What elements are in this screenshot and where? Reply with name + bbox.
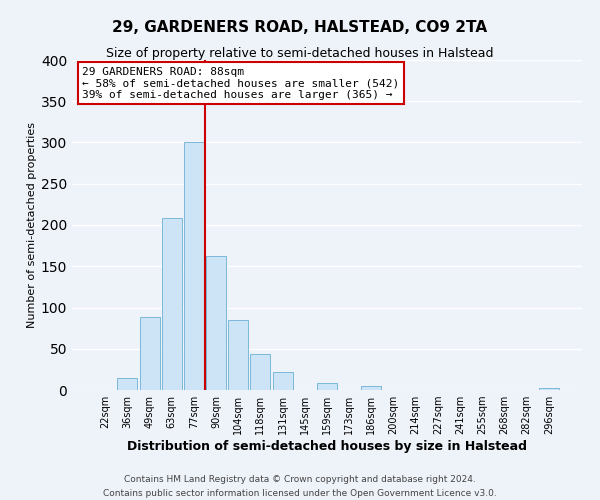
Bar: [272, 372, 293, 390]
Bar: [228, 320, 248, 390]
Bar: [361, 386, 382, 390]
Text: Contains HM Land Registry data © Crown copyright and database right 2024.
Contai: Contains HM Land Registry data © Crown c…: [103, 476, 497, 498]
Bar: [539, 388, 559, 390]
Bar: [250, 354, 271, 390]
Y-axis label: Number of semi-detached properties: Number of semi-detached properties: [26, 122, 37, 328]
X-axis label: Distribution of semi-detached houses by size in Halstead: Distribution of semi-detached houses by …: [127, 440, 527, 453]
Text: 29 GARDENERS ROAD: 88sqm
← 58% of semi-detached houses are smaller (542)
39% of : 29 GARDENERS ROAD: 88sqm ← 58% of semi-d…: [82, 66, 400, 100]
Bar: [184, 142, 204, 390]
Bar: [206, 256, 226, 390]
Bar: [162, 218, 182, 390]
Bar: [140, 318, 160, 390]
Text: Size of property relative to semi-detached houses in Halstead: Size of property relative to semi-detach…: [106, 48, 494, 60]
Bar: [317, 384, 337, 390]
Bar: [118, 378, 137, 390]
Text: 29, GARDENERS ROAD, HALSTEAD, CO9 2TA: 29, GARDENERS ROAD, HALSTEAD, CO9 2TA: [112, 20, 488, 35]
